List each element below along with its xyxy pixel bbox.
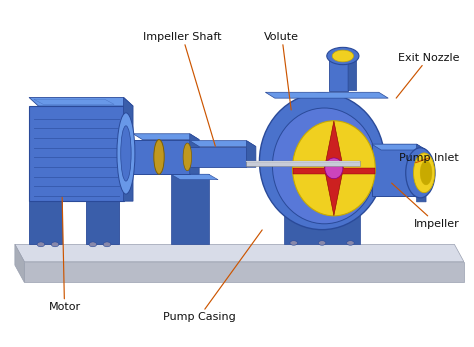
Text: Volute: Volute [264, 32, 300, 110]
Text: Impeller Shaft: Impeller Shaft [144, 32, 222, 146]
Ellipse shape [259, 93, 385, 230]
Polygon shape [324, 121, 343, 216]
Ellipse shape [154, 139, 164, 174]
Polygon shape [293, 168, 375, 174]
Polygon shape [86, 200, 119, 244]
Text: Pump Inlet: Pump Inlet [400, 153, 459, 163]
Text: Impeller: Impeller [392, 183, 459, 229]
Ellipse shape [413, 153, 435, 193]
Polygon shape [284, 196, 360, 244]
Polygon shape [133, 134, 199, 139]
Ellipse shape [37, 242, 45, 247]
Polygon shape [284, 196, 369, 202]
Ellipse shape [117, 113, 135, 194]
Text: Exit Nozzle: Exit Nozzle [396, 53, 459, 98]
Polygon shape [15, 244, 24, 282]
Polygon shape [246, 141, 256, 167]
Ellipse shape [292, 121, 375, 216]
Polygon shape [171, 174, 218, 180]
Polygon shape [417, 144, 426, 202]
Ellipse shape [121, 126, 131, 181]
Polygon shape [29, 200, 62, 244]
Polygon shape [190, 134, 199, 174]
Ellipse shape [103, 242, 111, 247]
Ellipse shape [183, 143, 191, 171]
Polygon shape [329, 54, 348, 91]
Polygon shape [171, 174, 209, 244]
Polygon shape [372, 144, 417, 196]
Polygon shape [246, 161, 360, 162]
Ellipse shape [89, 242, 97, 247]
Ellipse shape [406, 148, 435, 198]
Ellipse shape [346, 241, 354, 245]
Polygon shape [246, 161, 360, 166]
Polygon shape [348, 54, 356, 91]
Polygon shape [29, 98, 133, 106]
Polygon shape [133, 139, 190, 174]
Polygon shape [190, 146, 246, 167]
Polygon shape [29, 106, 124, 201]
Ellipse shape [332, 50, 354, 62]
Polygon shape [34, 99, 114, 104]
Polygon shape [15, 244, 464, 262]
Polygon shape [124, 98, 133, 201]
Ellipse shape [327, 47, 359, 65]
Polygon shape [265, 92, 388, 98]
Text: Pump Casing: Pump Casing [163, 230, 262, 322]
Ellipse shape [290, 241, 298, 245]
Ellipse shape [325, 158, 343, 179]
Ellipse shape [51, 242, 59, 247]
Ellipse shape [318, 241, 326, 245]
Text: Motor: Motor [48, 197, 81, 312]
Polygon shape [329, 54, 356, 59]
Polygon shape [190, 141, 256, 146]
Ellipse shape [420, 161, 432, 185]
Ellipse shape [273, 108, 376, 224]
Polygon shape [24, 262, 464, 282]
Polygon shape [372, 144, 426, 150]
